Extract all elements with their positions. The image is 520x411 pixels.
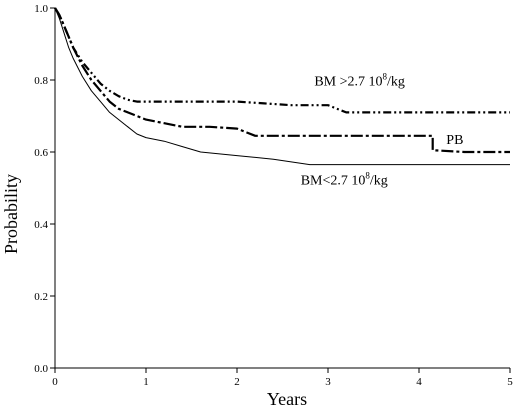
- series-line-1: [54, 7, 510, 114]
- y-tick-label: 1.0: [34, 3, 48, 15]
- series-label-text: PB: [446, 133, 463, 148]
- y-tick-label: 0.8: [34, 75, 48, 87]
- x-tick-label: 0: [52, 376, 58, 388]
- x-axis-title: Years: [267, 389, 307, 409]
- x-tick-label: 1: [143, 376, 149, 388]
- labels-group: Years Probability: [1, 174, 307, 409]
- series-line-3: [54, 7, 510, 166]
- x-tick-label: 3: [325, 376, 331, 388]
- series-label-suffix: /kg: [370, 173, 388, 188]
- y-tick-label: 0.6: [34, 147, 48, 159]
- series-label-1: BM >2.7 108/kg: [314, 71, 405, 89]
- x-tick-label: 4: [416, 376, 422, 388]
- series-label-2: PB: [446, 133, 463, 148]
- series-label-superscript: 8: [365, 170, 370, 180]
- series-label-suffix: /kg: [387, 74, 405, 89]
- series-label-3: BM<2.7 108/kg: [301, 170, 388, 188]
- y-axis-title: Probability: [1, 174, 21, 254]
- series-label-text: BM >2.7 10: [314, 74, 382, 89]
- series-label-text: BM<2.7 10: [301, 173, 366, 188]
- y-tick-label: 0.0: [34, 363, 48, 375]
- axes: 0 1 2 3 4 5 0.0 0.2 0.4 0.6 0.8 1.0: [34, 3, 513, 388]
- y-tick-label: 0.2: [34, 291, 48, 303]
- series-line-2: [54, 7, 510, 154]
- series-group: [54, 7, 510, 166]
- y-tick-label: 0.4: [34, 219, 48, 231]
- x-tick-label: 2: [234, 376, 240, 388]
- x-tick-label: 5: [507, 376, 513, 388]
- series-label-superscript: 8: [383, 71, 388, 81]
